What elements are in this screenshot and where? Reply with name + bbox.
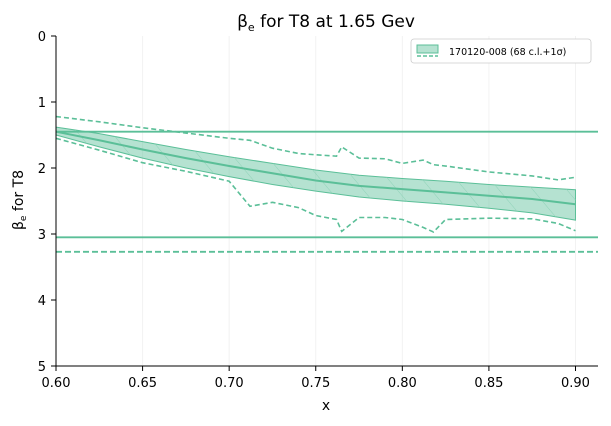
x-tick-label: 0.90 bbox=[561, 376, 590, 391]
legend-swatch-band bbox=[416, 44, 439, 54]
x-tick-label: 0.65 bbox=[128, 376, 157, 391]
legend-frame bbox=[410, 38, 592, 64]
y-tick-label: 1 bbox=[38, 96, 46, 111]
y-tick-label: 2 bbox=[38, 162, 46, 177]
x-axis-label: x bbox=[322, 398, 330, 414]
y-tick-label: 5 bbox=[38, 360, 46, 375]
axes: 0.60 0.65 0.70 0.75 0.80 0.85 0.90 0 1 2 3 4 5 bbox=[38, 30, 598, 391]
legend-label: 170120-008 (68 c.l.+1σ) bbox=[449, 47, 566, 58]
x-tick-label: 0.80 bbox=[388, 376, 417, 391]
y-axis-label: βe for T8 bbox=[11, 170, 29, 230]
band-hatch bbox=[56, 127, 576, 221]
chart-title: βe for T8 at 1.65 Gev bbox=[237, 12, 415, 34]
x-tick-label: 0.75 bbox=[301, 376, 330, 391]
y-tick-label: 3 bbox=[38, 228, 46, 243]
central-line bbox=[55, 130, 576, 206]
dashed-lower-envelope bbox=[55, 137, 576, 233]
dashed-upper-envelope bbox=[55, 115, 576, 181]
x-tick-label: 0.70 bbox=[215, 376, 244, 391]
y-tick-label: 4 bbox=[38, 294, 46, 309]
x-tick-label: 0.60 bbox=[42, 376, 71, 391]
y-tick-label: 0 bbox=[38, 30, 46, 45]
x-tick-label: 0.85 bbox=[474, 376, 503, 391]
plot-area bbox=[55, 36, 598, 366]
legend: 170120-008 (68 c.l.+1σ) bbox=[410, 38, 592, 64]
